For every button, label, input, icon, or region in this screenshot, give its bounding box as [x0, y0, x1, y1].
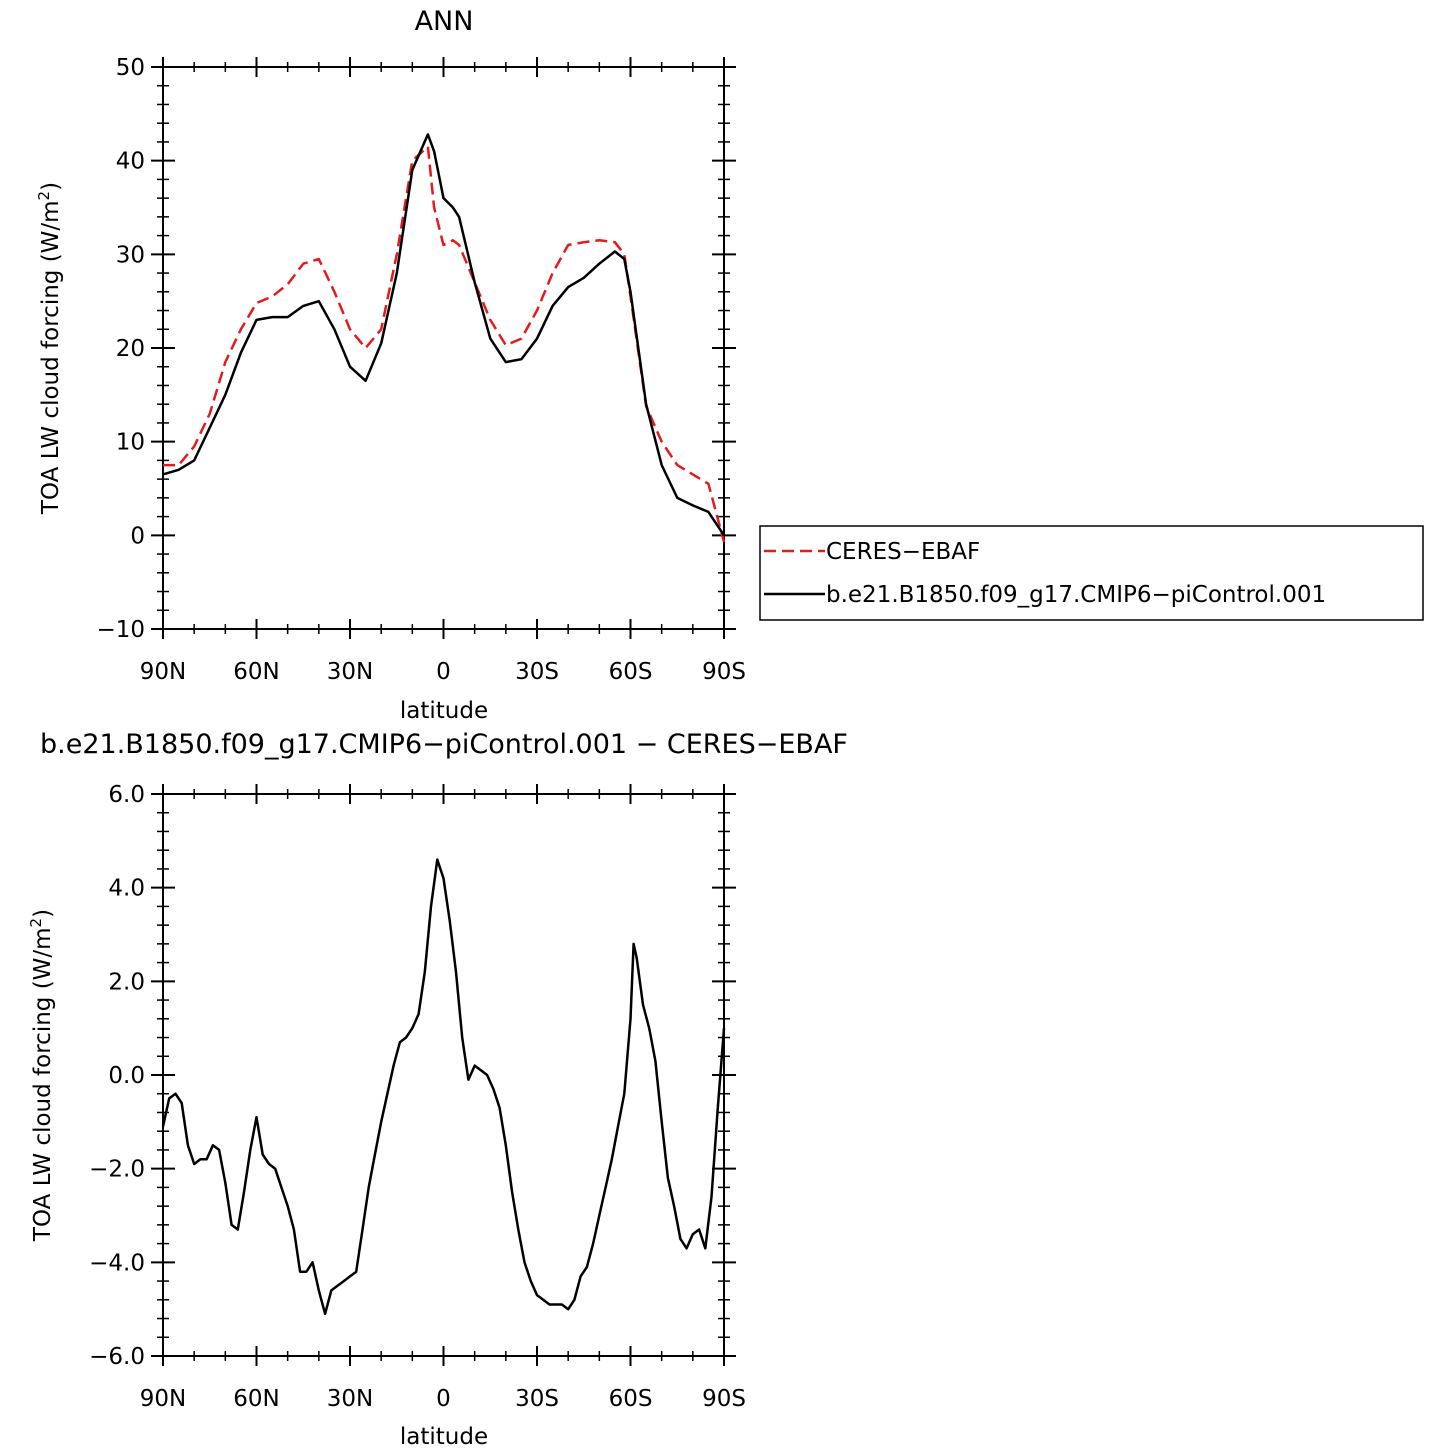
- x-tick-label: 30N: [327, 659, 373, 685]
- top-series-group: [162, 133, 726, 543]
- x-tick-label: 30S: [515, 659, 559, 685]
- top-y-axis-label: TOA LW cloud forcing (W/m2): [35, 182, 64, 515]
- x-tick-label: 90N: [140, 1386, 186, 1412]
- bottom-y-tick-labels: −6.0 −4.0 −2.0 0.0 2.0 4.0 6.0: [89, 782, 145, 1370]
- y-tick-label: 2.0: [108, 969, 145, 995]
- x-tick-label: 60S: [609, 1386, 653, 1412]
- y-tick-label: 10: [116, 430, 145, 456]
- y-tick-label: 0: [130, 523, 145, 549]
- y-tick-label: 50: [116, 55, 145, 81]
- x-tick-label: 60N: [233, 1386, 279, 1412]
- bottom-x-tick-labels: 90N 60N 30N 0 30S 60S 90S: [140, 1386, 746, 1412]
- y-tick-label: 0.0: [108, 1063, 145, 1089]
- y-tick-label: −2.0: [89, 1157, 145, 1183]
- top-x-tick-labels: 90N 60N 30N 0 30S 60S 90S: [140, 659, 746, 685]
- x-tick-label: 0: [436, 659, 451, 685]
- x-tick-label: 90N: [140, 659, 186, 685]
- x-tick-label: 0: [436, 1386, 451, 1412]
- y-tick-label: −4.0: [89, 1250, 145, 1276]
- y-tick-label: 30: [116, 242, 145, 268]
- x-tick-label: 90S: [702, 659, 746, 685]
- x-tick-label: 90S: [702, 1386, 746, 1412]
- x-tick-label: 60S: [609, 659, 653, 685]
- y-tick-label: −6.0: [89, 1344, 145, 1370]
- bottom-ticks: [151, 784, 736, 1366]
- top-panel-title: ANN: [415, 6, 474, 37]
- bottom-panel: b.e21.B1850.f09_g17.CMIP6−piControl.001 …: [27, 729, 848, 1450]
- legend-label: b.e21.B1850.f09_g17.CMIP6−piControl.001: [826, 582, 1326, 608]
- x-tick-label: 30S: [515, 1386, 559, 1412]
- top-legend: CERES−EBAF b.e21.B1850.f09_g17.CMIP6−piCo…: [759, 525, 1424, 621]
- top-x-axis-label: latitude: [400, 698, 488, 724]
- series-line-solid: [161, 858, 726, 1316]
- legend-label: CERES−EBAF: [826, 539, 980, 565]
- bottom-x-axis-label: latitude: [400, 1424, 488, 1450]
- y-tick-label: 20: [116, 336, 145, 362]
- series-line-dashed: [163, 145, 726, 543]
- x-tick-label: 60N: [233, 659, 279, 685]
- top-plot-frame: [162, 66, 725, 630]
- y-tick-label: 6.0: [108, 782, 145, 808]
- bottom-panel-title: b.e21.B1850.f09_g17.CMIP6−piControl.001 …: [40, 729, 848, 760]
- top-ticks: [151, 57, 736, 639]
- legend-box: [759, 525, 1424, 621]
- bottom-y-axis-label: TOA LW cloud forcing (W/m2): [27, 909, 56, 1242]
- series-line-solid: [162, 133, 726, 536]
- y-tick-label: 40: [116, 149, 145, 175]
- x-tick-label: 30N: [327, 1386, 373, 1412]
- top-panel: ANN −10 0 10 20 30 40 50 90N 60N 30N 0 30S 60S 90S l…: [35, 6, 1424, 724]
- bottom-series-group: [161, 858, 726, 1316]
- top-y-tick-labels: −10 0 10 20 30 40 50: [96, 55, 145, 643]
- y-tick-label: 4.0: [108, 876, 145, 902]
- y-tick-label: −10: [96, 617, 145, 643]
